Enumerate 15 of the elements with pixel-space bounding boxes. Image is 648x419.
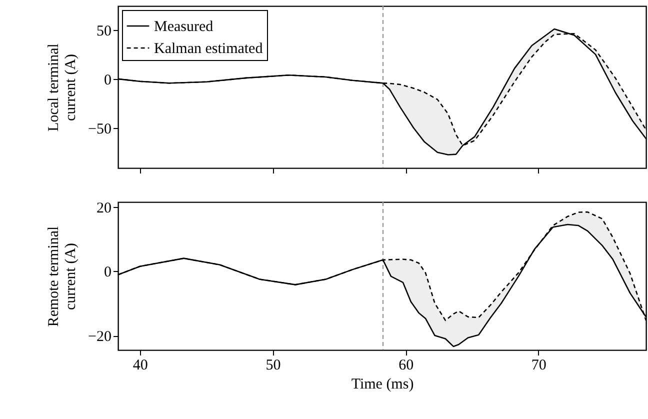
y-axis-title: Local terminal current (A) (46, 44, 80, 132)
y-tick-label: 0 (104, 264, 112, 281)
y-axis-title: Remote terminal current (A) (46, 226, 80, 327)
legend-label: Measured (154, 19, 214, 35)
legend-label: Kalman estimated (154, 41, 264, 57)
y-tick-label: −20 (88, 329, 112, 346)
x-tick-label: 50 (266, 358, 281, 374)
y-tick-label: −50 (88, 121, 112, 138)
x-tick-label: 40 (132, 358, 148, 374)
x-tick-label: 60 (398, 358, 414, 374)
y-tick-label: 0 (104, 72, 112, 88)
y-tick-label: 20 (96, 200, 112, 216)
y-tick-label: 50 (96, 23, 112, 40)
x-tick-label: 70 (531, 358, 546, 374)
x-axis-title: Time (ms) (351, 376, 414, 392)
